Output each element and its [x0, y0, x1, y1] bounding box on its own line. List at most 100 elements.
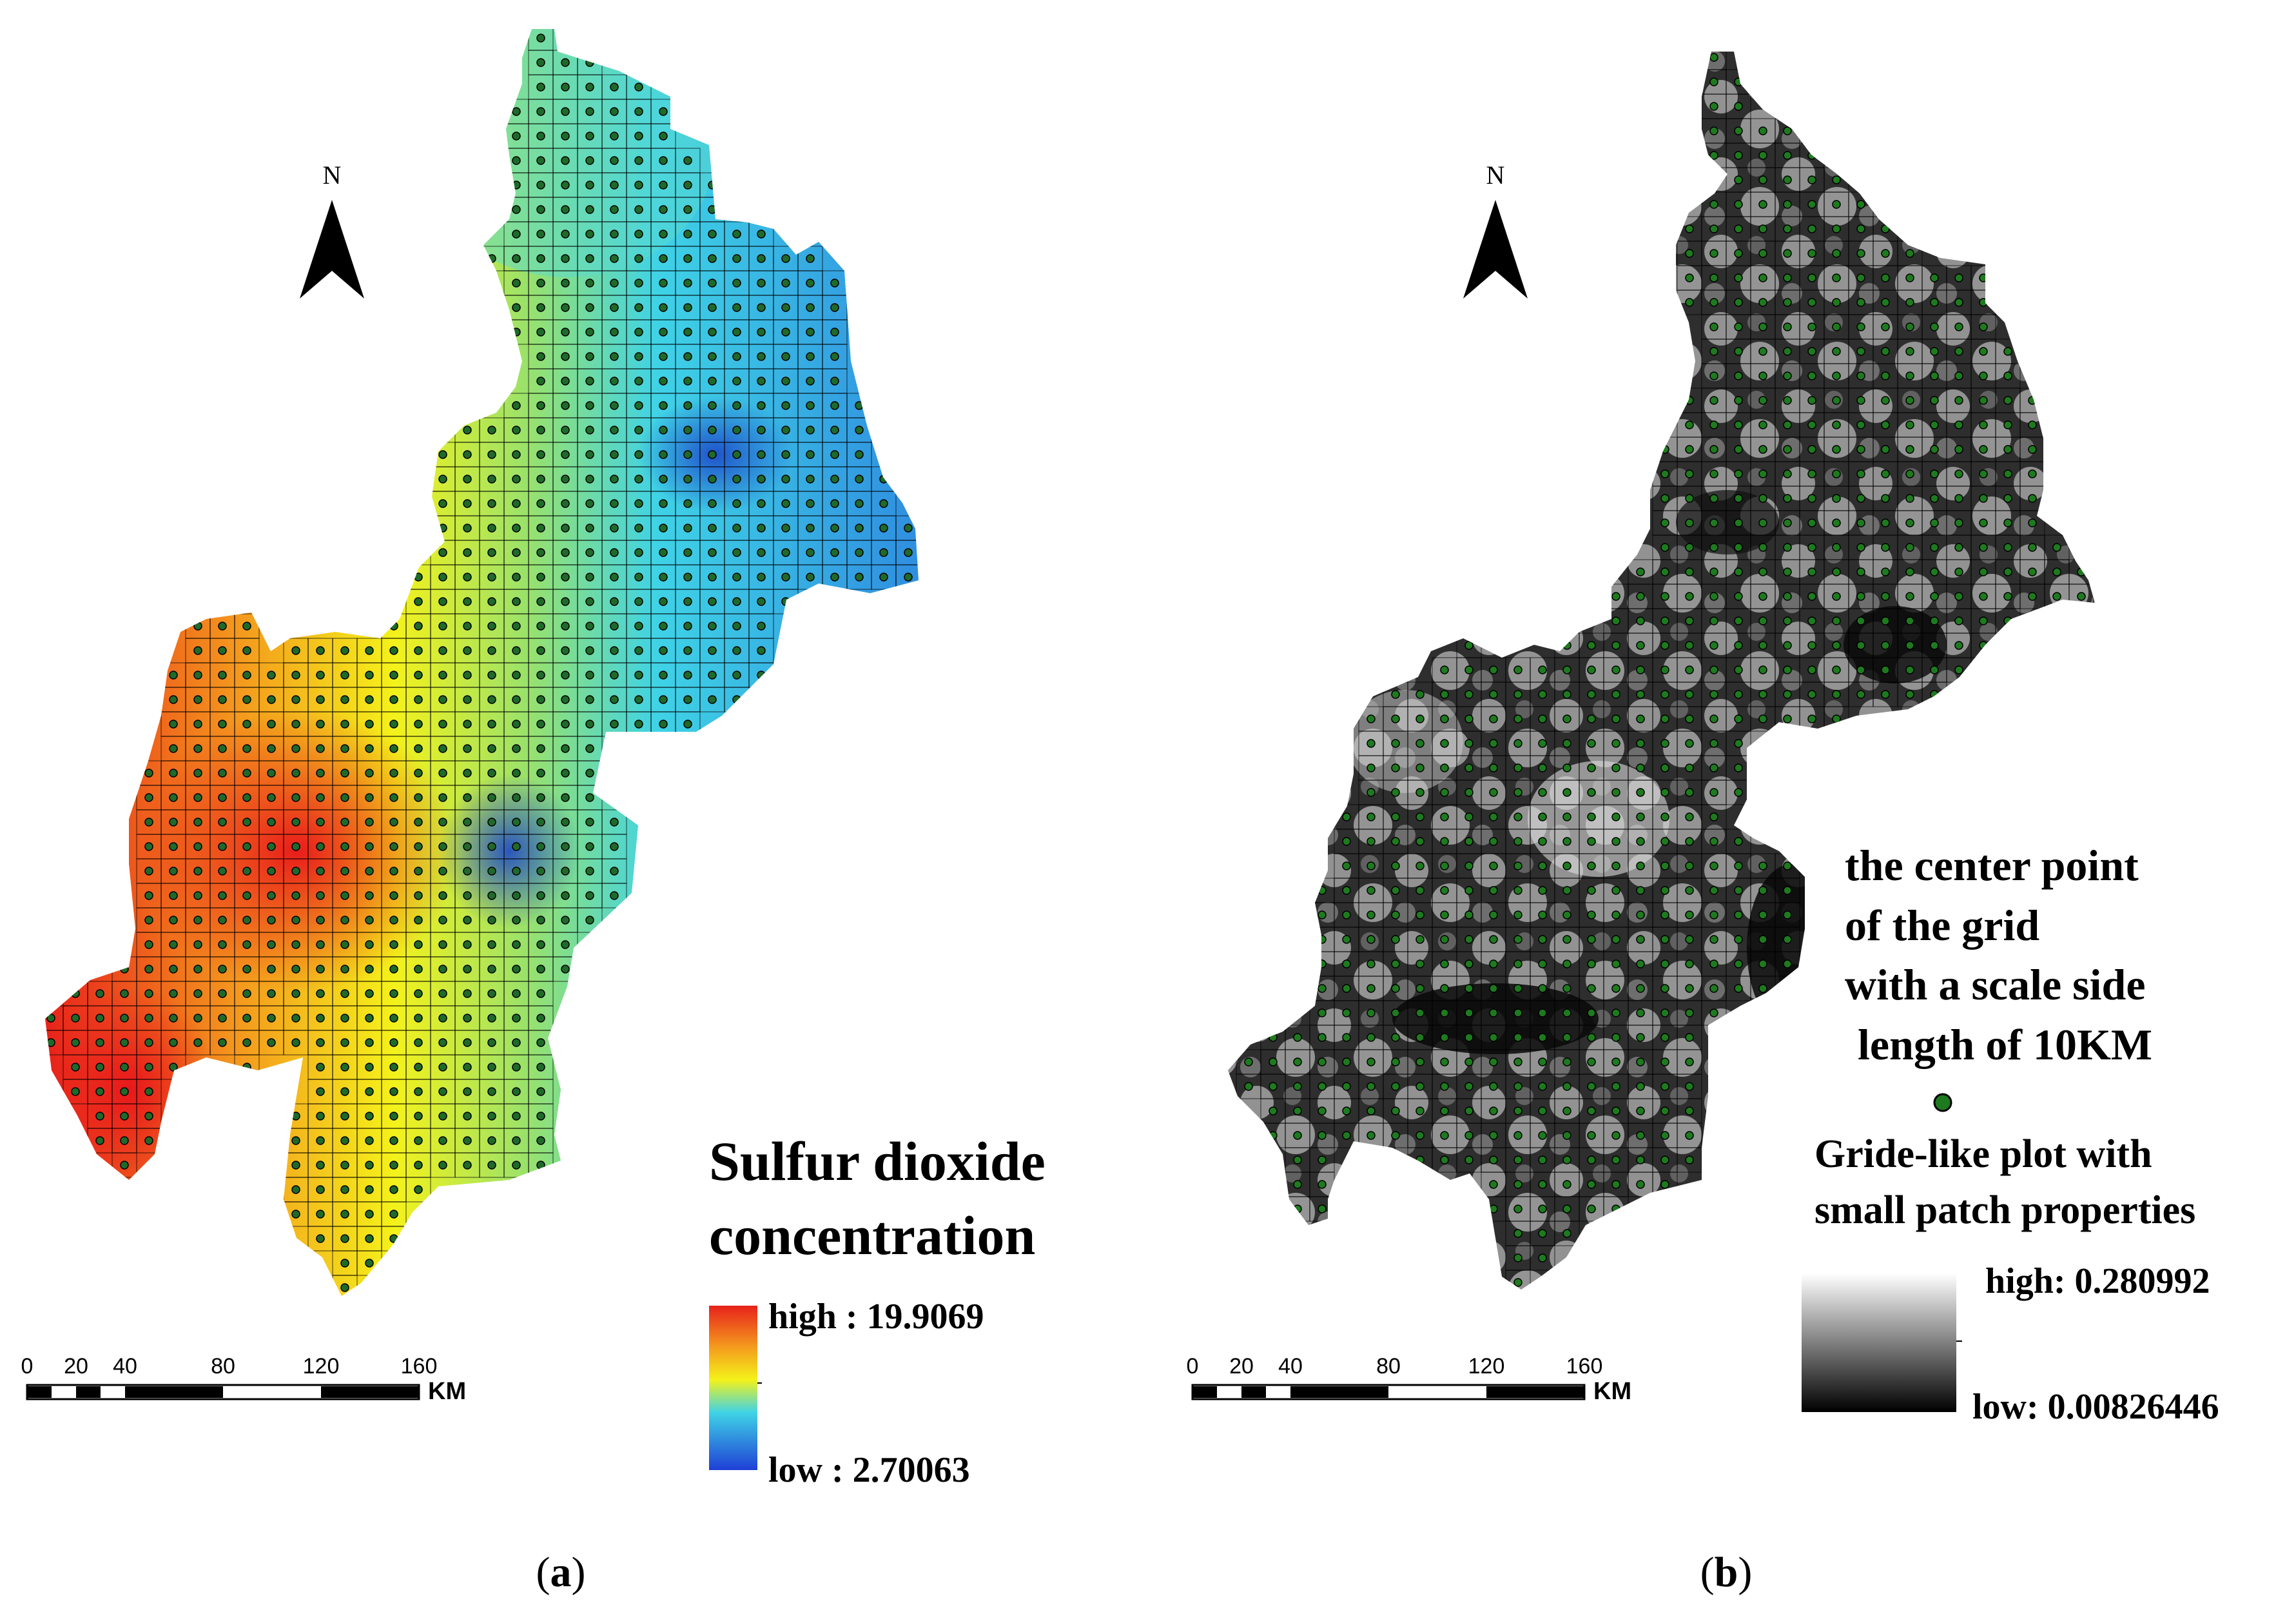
- grid-center-point: [365, 1112, 374, 1121]
- grid-center-point: [267, 769, 276, 778]
- grid-center-point: [1562, 739, 1571, 748]
- grid-center-point: [169, 842, 178, 851]
- grid-center-point: [1979, 494, 1988, 503]
- grid-center-point: [1685, 273, 1694, 282]
- grid-center-point: [1660, 518, 1669, 527]
- grid-center-point: [1489, 665, 1498, 674]
- grid-center-point: [683, 622, 692, 631]
- so2-hotspot-south: [45, 987, 219, 1193]
- grid-center-point: [242, 867, 251, 876]
- grid-center-point: [389, 1063, 398, 1072]
- grid-center-point: [169, 695, 178, 704]
- grid-center-point: [291, 940, 300, 949]
- grid-center-point: [536, 891, 545, 900]
- grid-center-point: [1513, 959, 1523, 968]
- grid-center-point: [1611, 984, 1620, 993]
- grid-center-point: [1538, 714, 1547, 723]
- grid-center-point: [1807, 567, 1816, 576]
- grid-center-point: [781, 524, 790, 533]
- grid-center-point: [732, 230, 741, 239]
- grid-center-point: [1391, 837, 1400, 846]
- grid-center-point: [438, 842, 447, 851]
- grid-center-point: [267, 1038, 276, 1047]
- legend-low-value-b: low: 0.00826446: [1972, 1387, 2219, 1427]
- grid-center-point: [1489, 1131, 1498, 1140]
- grid-center-point: [561, 132, 570, 141]
- grid-center-point: [1734, 175, 1743, 184]
- grid-center-point: [757, 401, 766, 410]
- grid-center-point: [463, 989, 472, 998]
- grid-center-point: [830, 573, 839, 582]
- grid-center-point: [1440, 1131, 1449, 1140]
- grid-center-point: [610, 303, 619, 312]
- grid-center-point: [634, 230, 643, 239]
- grid-center-point: [1856, 494, 1865, 503]
- grid-center-point: [830, 328, 839, 337]
- grid-center-point: [71, 1038, 80, 1047]
- grid-center-point: [438, 1112, 447, 1121]
- grid-center-point: [1611, 1131, 1620, 1140]
- grid-center-point: [1318, 1008, 1327, 1017]
- grid-center-point: [1758, 469, 1767, 478]
- grid-center-point: [610, 867, 619, 876]
- grid-center-point: [1685, 420, 1694, 429]
- grid-cell: [1530, 1245, 1555, 1271]
- grid-center-point: [1930, 347, 1939, 356]
- grid-center-point: [879, 548, 888, 557]
- grid-center-point: [1660, 641, 1669, 650]
- grid-center-point: [1562, 665, 1571, 674]
- grid-center-point: [634, 107, 643, 116]
- grid-center-point: [1660, 837, 1669, 846]
- grid-center-point: [340, 1210, 349, 1219]
- grid-center-point: [1709, 445, 1718, 454]
- grid-center-point: [1685, 592, 1694, 601]
- grid-center-point: [1881, 616, 1890, 625]
- grid-center-point: [389, 671, 398, 680]
- grid-center-point: [463, 1161, 472, 1170]
- grid-center-point: [1807, 543, 1816, 552]
- grid-center-point: [1562, 1229, 1571, 1238]
- grid-center-point: [1660, 690, 1669, 699]
- grid-center-point: [414, 1112, 423, 1121]
- grid-center-point: [1342, 1008, 1351, 1017]
- center-point-symbol: [1933, 1093, 1952, 1112]
- grid-center-point: [683, 646, 692, 655]
- grid-center-point: [291, 916, 300, 925]
- grid-center-point: [1464, 1155, 1474, 1164]
- grid-center-point: [2003, 347, 2012, 356]
- grid-center-point: [585, 450, 594, 459]
- grid-center-point: [1758, 886, 1767, 895]
- grid-center-point: [1367, 714, 1376, 723]
- grid-center-point: [340, 1283, 349, 1292]
- grid-center-point: [1758, 200, 1767, 209]
- grid-center-point: [683, 475, 692, 484]
- grid-center-point: [1636, 837, 1645, 846]
- grid-center-point: [659, 573, 668, 582]
- grid-center-point: [1367, 910, 1376, 919]
- grid-center-point: [1391, 1082, 1400, 1091]
- grid-center-point: [463, 940, 472, 949]
- grid-center-point: [512, 646, 521, 655]
- grid-center-point: [438, 1038, 447, 1047]
- grid-center-point: [1660, 886, 1669, 895]
- grid-center-point: [659, 156, 668, 165]
- grid-center-point: [389, 842, 398, 851]
- grid-center-point: [1856, 396, 1865, 405]
- grid-center-point: [414, 1185, 423, 1194]
- grid-center-point: [1758, 714, 1767, 723]
- grid-center-point: [1807, 445, 1816, 454]
- grid-center-point: [512, 744, 521, 753]
- grid-center-point: [316, 867, 325, 876]
- grid-center-point: [536, 352, 545, 361]
- grid-center-point: [1685, 567, 1694, 576]
- grid-center-point: [463, 597, 472, 606]
- grid-center-point: [1636, 910, 1645, 919]
- grid-center-point: [1685, 469, 1694, 478]
- grid-center-point: [512, 450, 521, 459]
- grid-center-point: [414, 720, 423, 729]
- grid-center-point: [291, 744, 300, 753]
- grid-center-point: [512, 548, 521, 557]
- grid-center-point: [1562, 910, 1571, 919]
- grid-center-point: [193, 671, 202, 680]
- grid-center-point: [536, 1087, 545, 1096]
